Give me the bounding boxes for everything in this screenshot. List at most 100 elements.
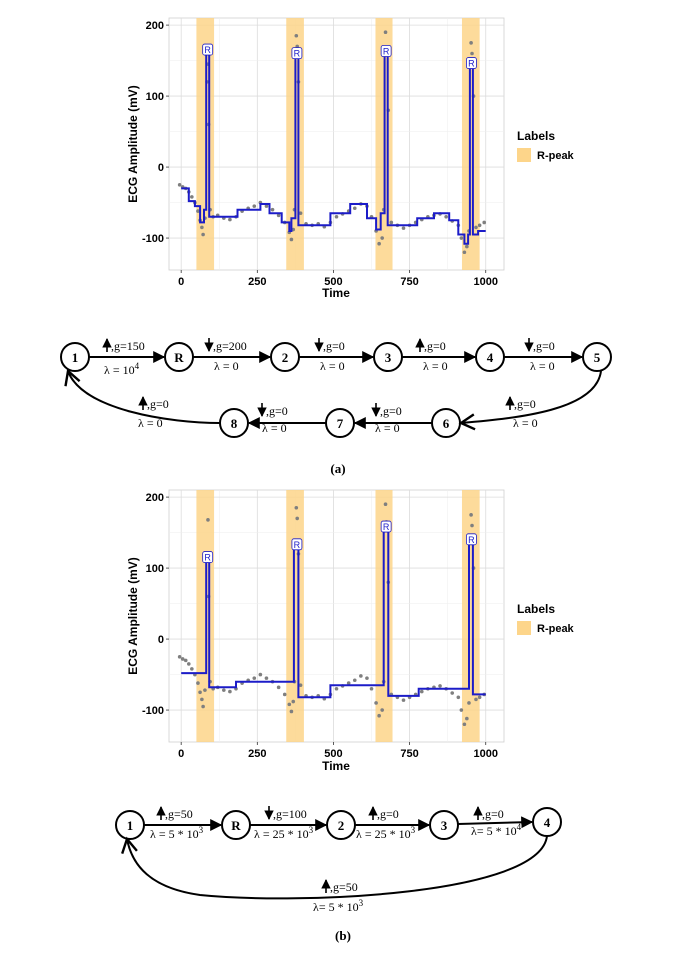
edge-lambda-text: λ = 0 bbox=[320, 359, 345, 373]
x-tick-label: 500 bbox=[324, 276, 342, 288]
edge-g-text: ,g=0 bbox=[380, 404, 402, 418]
data-point bbox=[295, 516, 300, 521]
peak-label-box bbox=[202, 551, 214, 563]
chart-b-segment-line bbox=[181, 528, 486, 699]
edge-lambda-text: λ = 0 bbox=[262, 421, 287, 435]
edge-label: ,g=50 λ= 5 * 103 bbox=[313, 879, 364, 914]
peak-label-box bbox=[291, 47, 303, 60]
state-node-label: 3 bbox=[385, 350, 392, 365]
r-peak-region bbox=[461, 490, 480, 742]
edge-label: ,g=0 λ = 0 bbox=[138, 396, 169, 430]
edge-label: ,g=0 λ = 25 * 103 bbox=[356, 806, 416, 841]
y-tick-label: 100 bbox=[146, 563, 164, 575]
peak-label: R bbox=[380, 45, 392, 57]
data-point bbox=[228, 689, 232, 694]
data-point bbox=[252, 204, 257, 208]
edge-lambda-exponent: 3 bbox=[411, 825, 416, 835]
state-node-label: 3 bbox=[441, 818, 448, 833]
peak-label-text: R bbox=[383, 522, 390, 532]
peak-label-text: R bbox=[204, 45, 211, 55]
data-point bbox=[294, 33, 299, 38]
edge-lambda-text: λ = 25 * 103 bbox=[356, 825, 416, 841]
y-tick-label: 200 bbox=[146, 492, 164, 504]
edge-g-text: ,g=100 bbox=[273, 807, 307, 821]
edge-lambda-text: λ = 104 bbox=[104, 361, 140, 377]
data-point bbox=[462, 722, 467, 727]
data-point bbox=[258, 672, 263, 677]
data-point bbox=[334, 686, 339, 691]
y-tick-label: -100 bbox=[142, 705, 164, 717]
edge-label: ,g=0 λ = 0 bbox=[415, 338, 448, 373]
data-point bbox=[469, 513, 473, 517]
x-tick-label: 1000 bbox=[473, 748, 497, 760]
state-node-label: 1 bbox=[127, 818, 134, 833]
data-point bbox=[444, 214, 448, 219]
edge-label: ,g=150 λ = 104 bbox=[102, 338, 145, 377]
edge-labels-b: ,g=50 λ = 5 * 103 ,g=100 λ = 25 * 103 ,g=0 λ … bbox=[150, 806, 522, 914]
data-point bbox=[438, 684, 442, 688]
data-point bbox=[206, 518, 210, 522]
state-node-label: 4 bbox=[544, 815, 551, 830]
peak-label-box bbox=[466, 57, 477, 69]
state-node-label: R bbox=[174, 350, 184, 365]
edge-g-text: ,g=0 bbox=[424, 339, 446, 353]
data-point bbox=[177, 183, 182, 187]
peak-label-box bbox=[466, 533, 477, 546]
data-point bbox=[389, 220, 394, 225]
segment-series-line bbox=[181, 528, 486, 699]
y-tick-label: 200 bbox=[146, 20, 164, 32]
data-point bbox=[334, 214, 339, 219]
data-point bbox=[359, 674, 363, 678]
data-point bbox=[377, 241, 381, 246]
data-point bbox=[276, 685, 281, 690]
data-point bbox=[252, 676, 257, 680]
edge-lambda-text: λ = 25 * 103 bbox=[254, 825, 314, 841]
state-node-label: R bbox=[231, 818, 241, 833]
chart-b-panel bbox=[168, 489, 505, 743]
edge-label: ,g=0 λ = 0 bbox=[314, 338, 345, 373]
data-point bbox=[289, 709, 294, 714]
chart-b-y-axis-title: ECG Amplitude (mV) bbox=[126, 557, 140, 675]
chart-b: R R R R -100 0 100 200 0 250 500 750 1000 Time ECG… bbox=[126, 489, 575, 773]
chart-b-x-ticks: 0 250 500 750 1000 bbox=[178, 742, 498, 760]
chart-a-legend-swatch bbox=[517, 148, 531, 162]
data-point bbox=[383, 502, 388, 506]
edge-label: ,g=50 λ = 5 * 103 bbox=[150, 806, 204, 841]
edge-lambda-text: λ= 5 * 103 bbox=[313, 898, 364, 914]
y-tick-label: 0 bbox=[158, 162, 164, 174]
chart-b-legend: Labels R-peak bbox=[517, 602, 575, 635]
peak-label: R bbox=[291, 47, 303, 60]
data-point bbox=[380, 236, 384, 240]
chart-b-legend-title: Labels bbox=[517, 602, 555, 616]
data-point bbox=[228, 217, 232, 222]
edge-g-text: ,g=200 bbox=[213, 339, 247, 353]
edge-g-text: ,g=0 bbox=[514, 397, 536, 411]
chart-a-legend-entry: R-peak bbox=[537, 150, 575, 162]
data-point bbox=[377, 713, 381, 718]
edge-label: ,g=0 λ = 0 bbox=[505, 396, 538, 430]
data-point bbox=[450, 691, 455, 695]
data-point bbox=[470, 523, 474, 528]
data-point bbox=[298, 211, 303, 216]
edge-lambda-text: λ = 5 * 103 bbox=[150, 825, 204, 841]
chart-b-legend-entry: R-peak bbox=[537, 623, 575, 635]
edge-g-text: ,g=0 bbox=[533, 339, 555, 353]
state-node-label: 2 bbox=[338, 818, 345, 833]
data-point bbox=[469, 41, 473, 45]
data-point bbox=[477, 223, 482, 228]
edge-lambda-exponent: 4 bbox=[517, 822, 522, 832]
edge-g-text: ,g=0 bbox=[482, 807, 504, 821]
edge-lambda-exponent: 3 bbox=[359, 898, 364, 908]
data-point bbox=[482, 220, 487, 225]
data-point bbox=[374, 701, 378, 705]
data-point bbox=[201, 704, 205, 709]
data-point bbox=[352, 206, 357, 211]
data-point bbox=[196, 681, 200, 685]
data-point bbox=[470, 51, 474, 56]
data-point bbox=[369, 686, 374, 691]
chart-b-legend-swatch bbox=[517, 621, 531, 635]
state-node-label: 5 bbox=[594, 350, 601, 365]
data-point bbox=[264, 676, 269, 680]
data-point bbox=[203, 688, 207, 692]
y-tick-label: 100 bbox=[146, 91, 164, 103]
